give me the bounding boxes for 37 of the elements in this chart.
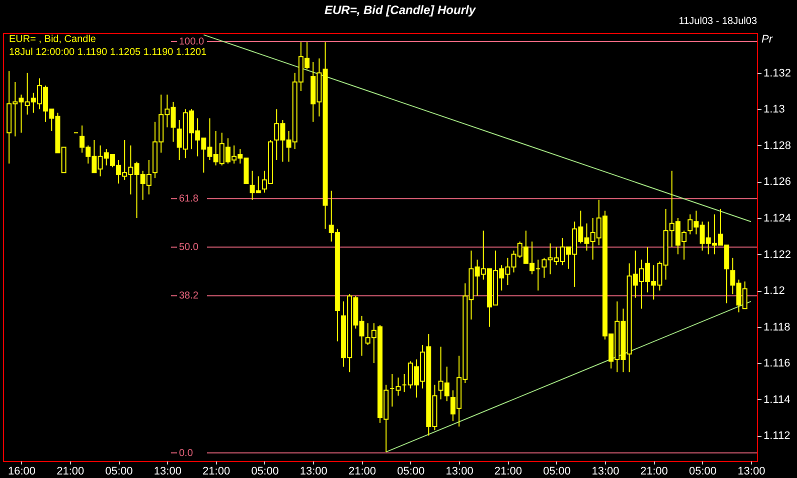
x-tick-label: 21:00: [56, 466, 84, 478]
x-tick-label: 13:00: [592, 466, 620, 478]
x-tick-label: 05:00: [689, 466, 717, 478]
y-tick-label: 1.128: [764, 140, 792, 152]
y-tick-label: 1.124: [764, 212, 792, 224]
ref-line-label: 61.8: [179, 194, 199, 205]
chart-title: EUR=, Bid [Candle] Hourly: [324, 3, 477, 17]
x-tick-label: 13:00: [300, 466, 328, 478]
text: 11Jul03 - 18Jul03: [678, 16, 758, 27]
y-tick-label: 1.12: [764, 285, 785, 298]
y-tick-label: 1.132: [764, 67, 792, 80]
y-tick-label: 1.112: [764, 430, 790, 442]
y-tick-label: 1.114: [764, 394, 790, 406]
y-tick-label: 1.118: [764, 321, 790, 334]
x-tick-label: 05:00: [105, 466, 133, 478]
x-tick-label: 13:00: [154, 466, 182, 478]
x-tick-label: 05:00: [543, 466, 571, 478]
ref-line-label: 38.2: [179, 290, 199, 302]
y-tick-label: 1.126: [764, 176, 792, 188]
y-tick-label: 1.13: [764, 104, 785, 116]
x-tick-label: 13:00: [446, 466, 474, 478]
ref-line-label: 50.0: [179, 242, 199, 254]
x-tick-label: 21:00: [640, 466, 668, 478]
x-tick-label: 13:00: [738, 466, 766, 478]
x-tick-label: 21:00: [202, 466, 230, 478]
x-tick-label: 05:00: [397, 466, 425, 478]
x-tick-label: 05:00: [251, 466, 279, 478]
x-tick-label: 21:00: [494, 466, 522, 478]
y-tick-label: 1.122: [764, 248, 792, 261]
annotation: 18Jul 12:00:00 1.1190 1.1205 1.1190 1.1201: [9, 47, 208, 58]
x-tick-label: 16:00: [8, 466, 36, 478]
x-tick-label: 21:00: [348, 466, 376, 478]
ref-line-label: 0.0: [179, 448, 194, 459]
ref-line-label: 100.0: [179, 36, 204, 48]
y-axis-title: Pr: [762, 34, 774, 46]
y-tick-label: 1.116: [764, 358, 790, 370]
annotation: EUR= , Bid, Candle: [9, 34, 96, 45]
